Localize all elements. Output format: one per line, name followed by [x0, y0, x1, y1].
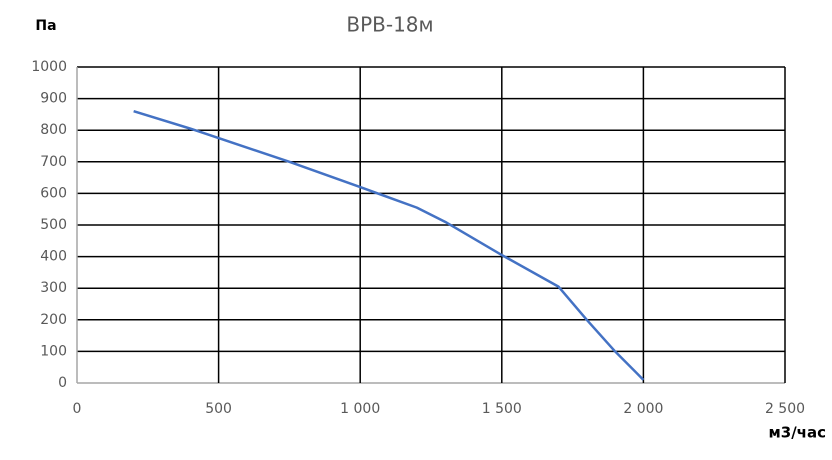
y-tick-label: 800	[40, 122, 67, 138]
y-tick-label: 500	[40, 217, 67, 233]
x-tick-label: 500	[205, 401, 232, 417]
y-tick-label: 300	[40, 280, 67, 296]
y-tick-label: 600	[40, 185, 67, 201]
x-tick-label: 1 000	[340, 401, 380, 417]
y-axis-label: Па	[35, 18, 56, 34]
y-tick-label: 0	[58, 375, 67, 391]
data-line	[133, 110, 645, 381]
x-tick-label: 2 500	[765, 401, 805, 417]
y-tick-label: 700	[40, 154, 67, 170]
x-axis-label: м3/час	[769, 424, 827, 442]
y-tick-label: 100	[40, 343, 67, 359]
y-tick-label: 1000	[31, 59, 67, 75]
y-tick-label: 900	[40, 91, 67, 107]
x-tick-label: 1 500	[482, 401, 522, 417]
y-tick-label: 200	[40, 312, 67, 328]
y-tick-label: 400	[40, 249, 67, 265]
x-tick-label: 2 000	[623, 401, 663, 417]
chart-title: ВРВ-18м	[346, 13, 433, 37]
x-tick-label: 0	[73, 401, 82, 417]
